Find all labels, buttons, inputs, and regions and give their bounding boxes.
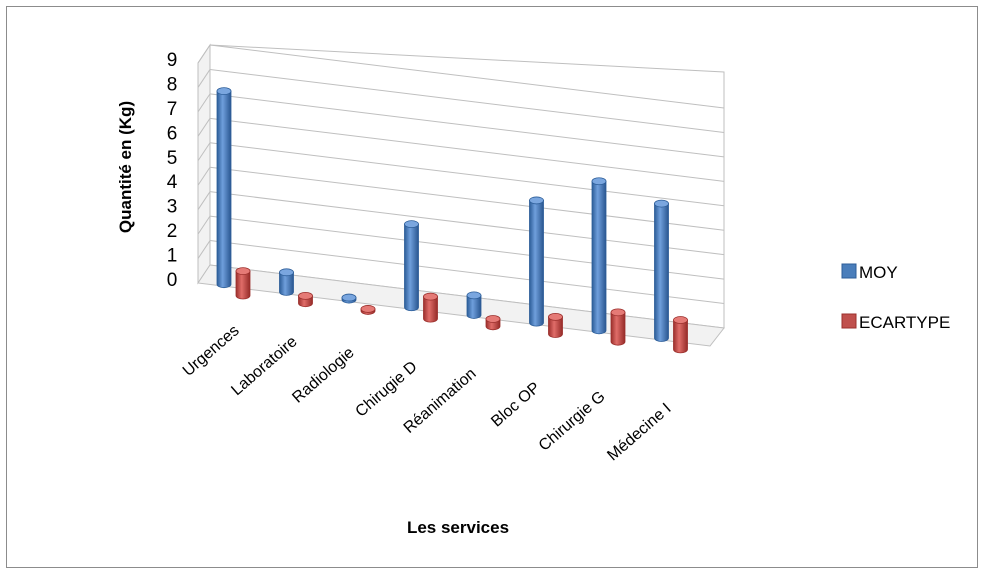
bar-moy-top <box>591 177 607 186</box>
bar-moy <box>279 268 294 296</box>
bar-moy <box>341 293 357 304</box>
x-axis-title: Les services <box>407 518 509 537</box>
x-tick-label: Urgences <box>180 322 243 380</box>
bar-moy-top <box>279 268 294 277</box>
bar-ecartype-top <box>360 305 376 313</box>
bar-moy <box>404 220 419 312</box>
gridline <box>209 191 725 256</box>
bar-moy-top <box>529 196 544 205</box>
x-tick-label: Médecine I <box>604 400 674 464</box>
bar-ecartype-body <box>548 316 563 338</box>
x-tick-label: Laboratoire <box>228 333 300 399</box>
y-tick-label: 7 <box>167 99 178 120</box>
side-wall <box>197 43 211 285</box>
gridline <box>209 117 725 182</box>
bar-ecartype-top <box>673 316 688 324</box>
bar-ecartype <box>235 267 251 300</box>
gridline <box>209 68 725 133</box>
gridline <box>209 215 725 280</box>
legend-label-moy: MOY <box>859 263 898 282</box>
x-tick-label: Chirurgie G <box>536 388 609 455</box>
gridline <box>209 44 725 109</box>
gridline <box>209 142 725 207</box>
bar-ecartype-top <box>485 315 501 323</box>
gridlines <box>197 44 725 305</box>
bar-ecartype-top <box>610 308 626 317</box>
legend-swatch-ecartype <box>841 313 857 329</box>
bar-moy <box>466 291 482 319</box>
bar-ecartype <box>673 316 688 354</box>
gridline-side <box>197 69 211 88</box>
bar-moy-top <box>404 220 419 229</box>
bar-moy-body <box>591 180 607 335</box>
legend-swatch-moy <box>841 263 857 279</box>
bar-moy-top <box>654 199 669 208</box>
bar-ecartype-body <box>673 319 688 354</box>
gridline-side <box>197 142 211 162</box>
bar-moy-body <box>466 295 482 319</box>
gridline-side <box>197 93 211 113</box>
bar-moy <box>591 177 607 335</box>
bar-ecartype <box>610 308 626 346</box>
y-axis-ticks: 0 1 2 3 4 5 6 7 8 9 <box>167 50 178 291</box>
legend: MOY ECARTYPE <box>841 263 950 332</box>
x-tick-label: Radiologie <box>289 344 357 407</box>
bar-moy-body <box>529 200 544 327</box>
chart-walls <box>197 43 725 347</box>
bar-ecartype-body <box>610 311 626 346</box>
y-tick-label: 6 <box>167 123 178 144</box>
bar-moy <box>529 196 544 327</box>
gridline <box>209 166 725 231</box>
bar-ecartype-top <box>235 267 251 275</box>
bar-moy-body <box>216 90 232 289</box>
bar-moy-top <box>466 291 482 300</box>
y-tick-label: 5 <box>167 148 178 169</box>
y-tick-label: 8 <box>167 74 178 95</box>
bar-moy <box>654 199 669 342</box>
y-tick-label: 0 <box>167 270 178 291</box>
x-tick-label: Chirugie D <box>352 358 420 420</box>
y-tick-label: 1 <box>167 246 178 267</box>
gridline-side <box>197 166 211 186</box>
bars <box>216 87 688 354</box>
y-tick-label: 9 <box>167 50 178 71</box>
bar-ecartype-body <box>423 296 438 323</box>
x-tick-label: Bloc OP <box>488 379 543 430</box>
bar-ecartype <box>298 291 313 308</box>
bar-ecartype-top <box>423 292 438 301</box>
bar-moy-top <box>341 293 357 302</box>
y-tick-label: 2 <box>167 221 178 242</box>
gridline <box>209 240 725 305</box>
bar-ecartype <box>485 315 501 331</box>
bar-ecartype-top <box>298 291 313 300</box>
gridline-side <box>197 118 211 137</box>
gridline-side <box>197 191 211 210</box>
gridline-side <box>197 240 211 259</box>
bar-moy-body <box>279 271 294 296</box>
bar-ecartype <box>360 305 376 315</box>
gridline-side <box>197 44 211 64</box>
gridline <box>209 93 725 158</box>
bar-ecartype-body <box>235 270 251 300</box>
y-axis-title: Quantité en (Kg) <box>116 101 135 233</box>
gridline-side <box>197 215 211 235</box>
bar-moy <box>216 87 232 289</box>
y-tick-label: 3 <box>167 197 178 218</box>
bar-moy-top <box>216 87 232 95</box>
bar-ecartype <box>548 312 563 338</box>
bar-moy-body <box>404 223 419 312</box>
bar-ecartype <box>423 292 438 323</box>
bar-moy-body <box>654 203 669 342</box>
y-tick-label: 4 <box>167 172 178 193</box>
bar-ecartype-top <box>548 312 563 321</box>
legend-label-ecartype: ECARTYPE <box>859 313 950 332</box>
